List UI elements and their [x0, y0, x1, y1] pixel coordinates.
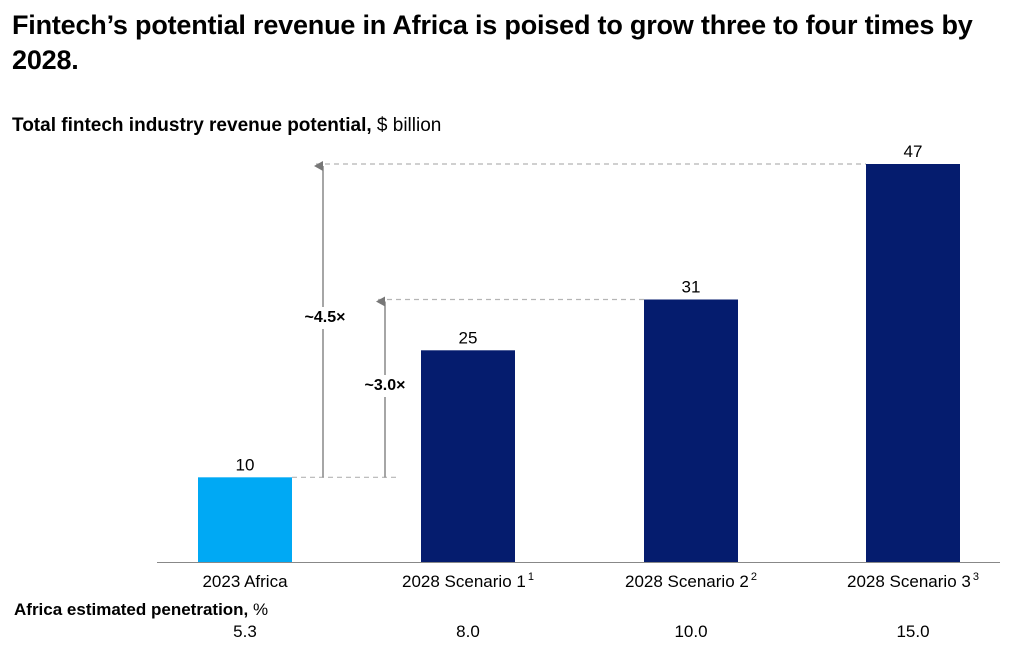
- category-label-text-2: 2028 Scenario 2: [625, 572, 749, 591]
- subtitle-unit: $ billion: [376, 115, 442, 136]
- chart-subtitle: Total fintech industry revenue potential…: [12, 114, 441, 138]
- penetration-label-unit: %: [253, 600, 269, 619]
- chart-title: Fintech’s potential revenue in Africa is…: [12, 10, 973, 75]
- category-footnote-2: 2: [751, 571, 757, 583]
- category-footnote-3: 3: [973, 571, 979, 583]
- growth-label-1: ~3.0×: [365, 377, 406, 394]
- category-label-text-0: 2023 Africa: [202, 572, 288, 591]
- penetration-value-scenario-1: 8.0: [456, 622, 480, 641]
- bar-3: [866, 164, 960, 562]
- category-label-text-1: 2028 Scenario 1: [402, 572, 526, 591]
- subtitle-main: Total fintech industry revenue potential…: [12, 115, 372, 136]
- category-label-text-3: 2028 Scenario 3: [847, 572, 971, 591]
- bar-1: [421, 350, 515, 562]
- data-label-3: 47: [904, 142, 923, 161]
- category-footnote-1: 1: [528, 571, 534, 583]
- category-label-0: 2023 Africa: [202, 572, 288, 591]
- penetration-value-scenario-3: 15.0: [896, 622, 930, 641]
- penetration-label: Africa estimated penetration, %: [14, 599, 268, 621]
- penetration-value-scenario-2: 10.0: [674, 622, 708, 641]
- growth-label-bg-0: [295, 307, 355, 329]
- growth-label-0: ~4.5×: [305, 309, 346, 326]
- data-label-0: 10: [236, 455, 255, 474]
- bar-0: [198, 477, 292, 562]
- penetration-value-2023: 5.3: [233, 622, 257, 641]
- data-label-2: 31: [682, 277, 701, 296]
- growth-label-bg-1: [355, 375, 415, 397]
- data-label-1: 25: [459, 328, 478, 347]
- bar-2: [644, 299, 738, 562]
- penetration-label-main: Africa estimated penetration,: [14, 600, 249, 619]
